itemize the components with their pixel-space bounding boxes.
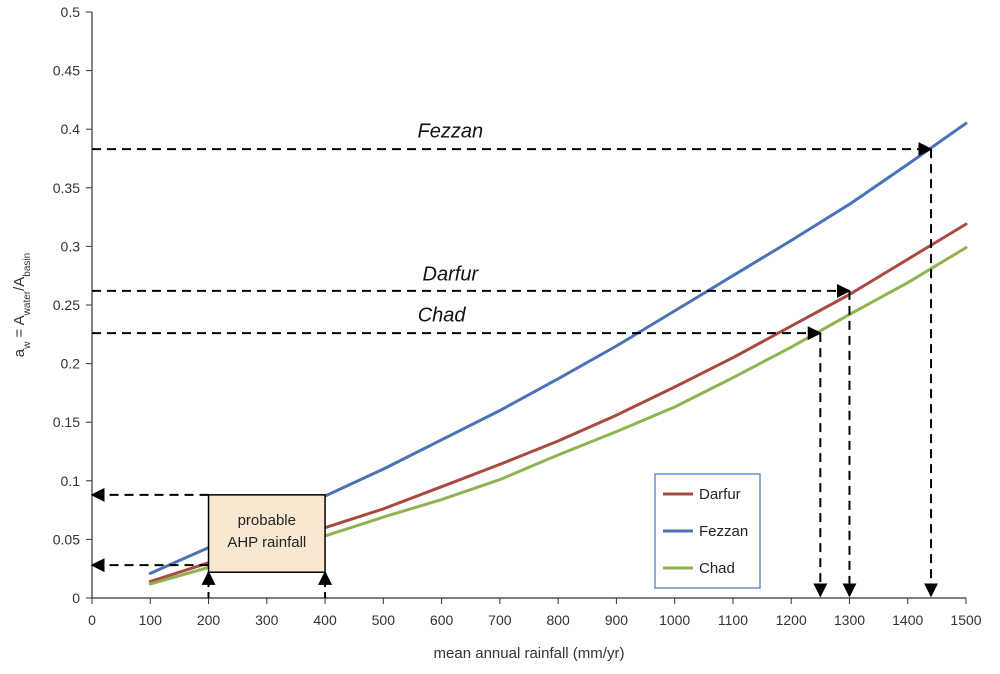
- x-tick-label: 500: [372, 612, 396, 628]
- legend-label-fezzan: Fezzan: [699, 523, 748, 540]
- y-tick-label: 0.5: [61, 4, 81, 20]
- ahp-box-label-line1: probable: [238, 512, 296, 529]
- x-tick-label: 700: [488, 612, 512, 628]
- y-tick-label: 0.45: [53, 63, 80, 79]
- y-axis-title: aw = Awater/Abasin: [11, 253, 33, 357]
- ahp-layer: probable AHP rainfall: [90, 487, 333, 598]
- y-tick-label: 0.2: [61, 356, 81, 372]
- axes: 0 0.05 0.1 0.15 0.2 0.25 0.3 0.35 0.4 0.45 0.5 0 100…: [53, 4, 982, 628]
- x-tick-label: 1300: [834, 612, 865, 628]
- x-tick-label: 600: [430, 612, 454, 628]
- x-tick-label: 1100: [718, 612, 748, 628]
- ahp-box: [207, 494, 326, 573]
- x-tick-label: 1400: [892, 612, 923, 628]
- y-tick-label: 0.1: [61, 473, 81, 489]
- annotation-label-fezzan: Fezzan: [418, 120, 484, 142]
- y-axis-title-slash: /A: [11, 277, 28, 291]
- x-tick-label: 400: [313, 612, 337, 628]
- y-axis-title-den-sub: basin: [22, 253, 33, 277]
- y-tick-label: 0.25: [53, 297, 80, 313]
- y-tick-label: 0.15: [53, 414, 80, 430]
- y-tick-label: 0.05: [53, 531, 80, 547]
- x-axis-title: mean annual rainfall (mm/yr): [434, 645, 625, 662]
- annotation-label-chad: Chad: [418, 304, 467, 326]
- x-tick-label: 300: [255, 612, 279, 628]
- y-axis-title-num-sub: water: [22, 290, 33, 316]
- y-tick-label: 0.3: [61, 238, 81, 254]
- x-tick-label: 1000: [659, 612, 690, 628]
- ahp-box-label-line2: AHP rainfall: [227, 534, 306, 551]
- annotation-layer: Fezzan Darfur Chad: [92, 120, 939, 598]
- x-tick-label: 0: [88, 612, 96, 628]
- legend-label-chad: Chad: [699, 560, 735, 577]
- y-tick-label: 0.35: [53, 180, 80, 196]
- x-tick-label: 900: [605, 612, 629, 628]
- y-axis-title-base-sub: w: [22, 341, 33, 350]
- x-tick-label: 200: [197, 612, 221, 628]
- y-axis-title-base: a: [11, 348, 28, 357]
- x-tick-label: 100: [139, 612, 163, 628]
- y-tick-label: 0.4: [61, 121, 81, 137]
- x-tick-label: 1500: [950, 612, 981, 628]
- legend-label-darfur: Darfur: [699, 486, 741, 503]
- annotation-label-darfur: Darfur: [423, 263, 480, 285]
- x-tick-label: 1200: [776, 612, 807, 628]
- y-tick-label: 0: [72, 590, 80, 606]
- y-axis-title-eq: = A: [11, 315, 28, 341]
- x-tick-label: 800: [546, 612, 570, 628]
- legend: Darfur Fezzan Chad: [654, 473, 761, 589]
